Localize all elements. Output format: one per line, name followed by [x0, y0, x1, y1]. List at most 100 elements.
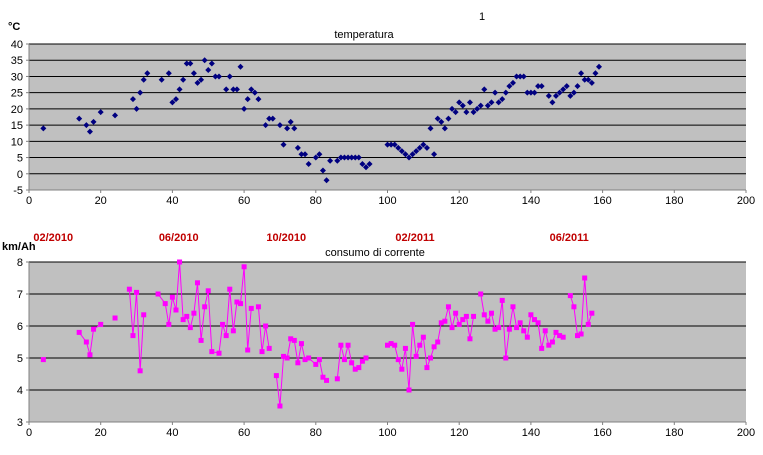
- data-point: [431, 344, 437, 350]
- data-point: [398, 148, 405, 155]
- y-tick-label: 6: [17, 321, 23, 333]
- data-point: [574, 83, 581, 90]
- data-point: [466, 99, 473, 106]
- month-marker: 02/2010: [33, 232, 73, 244]
- data-point: [248, 305, 254, 311]
- data-point: [345, 154, 352, 161]
- data-point: [209, 349, 215, 355]
- data-point: [445, 115, 452, 122]
- data-point: [420, 141, 427, 148]
- temperature-gridlines: [29, 43, 746, 175]
- data-point: [165, 70, 172, 77]
- data-point: [187, 60, 194, 67]
- data-point: [141, 312, 147, 318]
- data-point: [452, 109, 459, 116]
- data-point: [428, 355, 434, 361]
- data-point: [334, 376, 340, 382]
- data-point: [251, 89, 258, 96]
- data-point: [248, 86, 255, 93]
- data-point: [359, 161, 366, 168]
- data-point: [205, 288, 211, 294]
- data-point: [241, 105, 248, 112]
- data-point: [502, 89, 509, 96]
- data-point: [341, 154, 348, 161]
- x-tick-label: 0: [26, 195, 32, 207]
- data-point: [388, 341, 394, 347]
- y-tick-label: 0: [17, 169, 23, 181]
- data-point: [112, 315, 118, 321]
- data-point: [585, 76, 592, 83]
- data-point: [406, 154, 413, 161]
- data-point: [449, 325, 455, 331]
- month-marker: 06/2011: [550, 232, 589, 244]
- data-point: [83, 339, 89, 345]
- data-point: [187, 325, 193, 331]
- data-point: [362, 164, 369, 171]
- data-point: [413, 353, 419, 359]
- data-point: [470, 109, 477, 116]
- data-point: [578, 331, 584, 337]
- data-point: [556, 89, 563, 96]
- data-point: [416, 144, 423, 151]
- x-tick-label: 140: [522, 195, 540, 207]
- data-point: [517, 73, 524, 80]
- data-point: [306, 355, 312, 361]
- data-point: [431, 151, 438, 158]
- data-point: [291, 337, 297, 343]
- data-point: [528, 312, 534, 318]
- y-tick-label: 4: [17, 385, 23, 397]
- data-point: [484, 102, 491, 109]
- data-point: [212, 73, 219, 80]
- data-point: [349, 360, 355, 366]
- data-point: [319, 167, 326, 174]
- y-tick-label: 7: [17, 289, 23, 301]
- data-point: [255, 96, 262, 103]
- x-tick-label: 40: [166, 427, 178, 439]
- data-point: [535, 320, 541, 326]
- data-point: [337, 154, 344, 161]
- data-point: [90, 118, 97, 125]
- data-point: [392, 342, 398, 348]
- data-point: [492, 326, 498, 332]
- data-point: [324, 377, 330, 383]
- data-point: [244, 96, 251, 103]
- data-point: [442, 318, 448, 324]
- data-point: [463, 313, 469, 319]
- data-point: [531, 317, 537, 323]
- data-point: [273, 373, 279, 379]
- temperature-series: [40, 57, 603, 184]
- data-point: [241, 264, 247, 270]
- data-point: [230, 86, 237, 93]
- data-point: [133, 105, 140, 112]
- data-point: [549, 339, 555, 345]
- data-point: [485, 318, 491, 324]
- x-tick-label: 180: [665, 195, 683, 207]
- data-point: [180, 76, 187, 83]
- data-point: [194, 79, 201, 86]
- data-point: [126, 286, 132, 292]
- data-point: [176, 86, 183, 93]
- data-point: [488, 310, 494, 316]
- data-point: [40, 357, 46, 363]
- data-point: [567, 92, 574, 99]
- data-point: [496, 325, 502, 331]
- data-point: [137, 89, 144, 96]
- data-point: [585, 321, 591, 327]
- y-tick-label: 8: [17, 257, 23, 269]
- series-line: [257, 306, 270, 352]
- consumption-plot-area: [29, 262, 746, 422]
- data-point: [521, 328, 527, 334]
- x-tick-label: 80: [310, 427, 322, 439]
- data-point: [76, 115, 83, 122]
- data-point: [434, 115, 441, 122]
- data-point: [233, 86, 240, 93]
- data-point: [506, 326, 512, 332]
- data-point: [499, 297, 505, 303]
- data-point: [549, 99, 556, 106]
- data-point: [287, 118, 294, 125]
- data-point: [130, 333, 136, 339]
- x-tick-label: 100: [378, 195, 396, 207]
